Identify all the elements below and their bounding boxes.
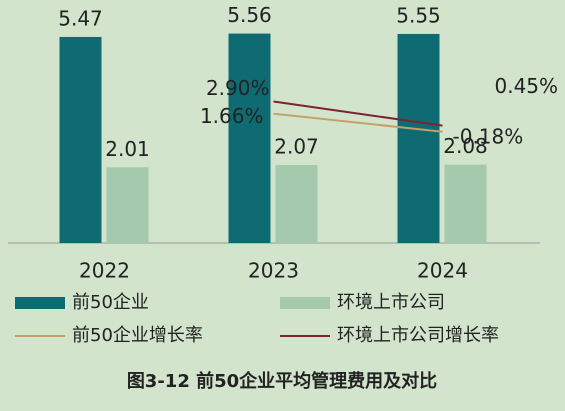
legend-label: 前50企业增长率	[72, 325, 203, 346]
x-tick-label: 2024	[417, 259, 468, 283]
line-value-label: 2.90%	[206, 76, 270, 100]
legend-swatch	[15, 297, 65, 309]
bar-value-label: 5.47	[58, 6, 103, 30]
legend-swatch	[280, 297, 330, 309]
bar-value-label: 2.07	[274, 135, 319, 159]
line-value-label: 0.45%	[495, 74, 559, 98]
bar	[397, 33, 440, 244]
bar	[275, 165, 318, 243]
bar-value-label: 5.55	[396, 3, 441, 27]
bar-value-label: 2.01	[105, 137, 150, 161]
bar	[106, 167, 149, 243]
chart-title: 图3-12 前50企业平均管理费用及对比	[127, 370, 437, 392]
line-value-label: -0.18%	[453, 124, 524, 148]
growth-line	[273, 100, 443, 127]
growth-line	[273, 112, 443, 133]
bar	[444, 164, 487, 243]
x-tick-label: 2022	[79, 259, 130, 283]
line-value-label: 1.66%	[200, 104, 264, 128]
bar	[228, 33, 271, 243]
bar-value-label: 5.56	[227, 3, 272, 27]
x-tick-label: 2023	[248, 259, 299, 283]
legend-label: 前50企业	[72, 292, 149, 313]
bar-value-label: 2.08	[443, 134, 488, 158]
bar	[59, 36, 102, 243]
legend-label: 环境上市公司	[337, 292, 445, 313]
legend-label: 环境上市公司增长率	[337, 325, 499, 346]
